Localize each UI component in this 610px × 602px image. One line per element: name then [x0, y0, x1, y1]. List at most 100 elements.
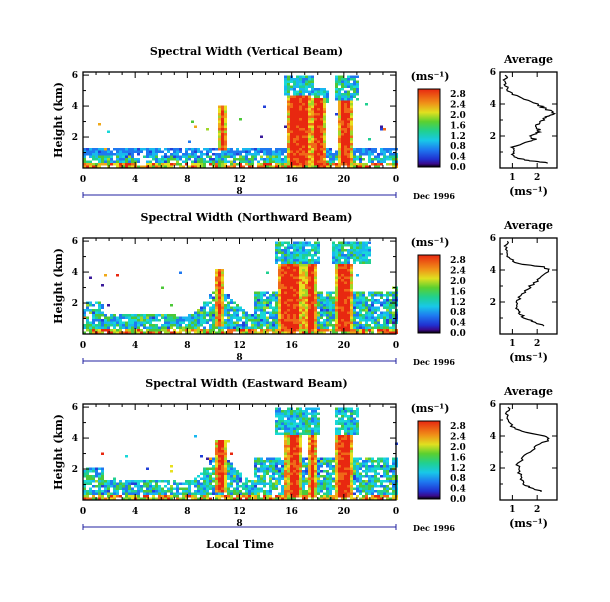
colorbar-tick-label: 0.4: [450, 319, 466, 329]
heatmap-cells: [83, 76, 398, 169]
average-x-label: (ms⁻¹): [509, 351, 548, 364]
x-tick-label: 0: [80, 341, 86, 351]
day-label: 8: [236, 353, 242, 363]
average-y-tick-label: 4: [490, 432, 496, 442]
colorbar-tick-label: 2.0: [450, 443, 466, 453]
x-tick-label: 16: [285, 341, 298, 351]
average-y-tick-label: 2: [490, 132, 496, 142]
y-tick-label: 4: [72, 102, 78, 112]
colorbar-tick-label: 1.2: [450, 298, 466, 308]
y-tick-label: 4: [72, 268, 78, 278]
colorbar-tick-label: 0.4: [450, 485, 466, 495]
x-tick-label: 16: [285, 507, 298, 517]
x-tick-label: 8: [184, 175, 190, 185]
colorbar-tick-label: 0.4: [450, 153, 466, 163]
panel-3: Spectral Width (Eastward Beam) 2 4 6 Height …: [52, 377, 557, 533]
panel-2: Spectral Width (Northward Beam)246Height…: [52, 211, 557, 367]
y-tick-label: 6: [72, 237, 78, 247]
average-y-tick-label: 6: [490, 234, 496, 244]
average-title: Average: [503, 385, 553, 398]
x-tick-label: 4: [132, 507, 138, 517]
average-x-tick-label: 2: [534, 505, 540, 515]
y-tick-label: 2: [72, 133, 78, 143]
colorbar-tick-label: 0.8: [450, 142, 466, 152]
y-tick-label: 4: [72, 434, 78, 444]
average-frame: [500, 72, 557, 168]
y-tick-label: 6: [72, 71, 78, 81]
colorbar-tick-label: 2.4: [450, 433, 466, 443]
y-tick-label: 2: [72, 299, 78, 309]
date-label: Dec 1996: [413, 357, 455, 367]
heatmap-cells: [83, 408, 398, 501]
colorbar-tick-label: 2.8: [450, 422, 466, 432]
colorbar-tick-label: 2.0: [450, 277, 466, 287]
panel-title: Spectral Width (Northward Beam): [141, 211, 353, 224]
average-x-tick-label: 1: [509, 339, 515, 349]
colorbar-tick-label: 2.8: [450, 256, 466, 266]
y-axis-label: Height (km): [52, 414, 65, 490]
average-y-tick-label: 6: [490, 400, 496, 410]
average-x-tick-label: 1: [509, 505, 515, 515]
average-x-tick-label: 1: [509, 173, 515, 183]
x-axis-label: Local Time: [206, 538, 274, 551]
colorbar-tick-label: 2.4: [450, 267, 466, 277]
x-tick-label: 0: [393, 341, 399, 351]
average-x-label: (ms⁻¹): [509, 517, 548, 530]
average-title: Average: [503, 219, 553, 232]
y-tick-label: 6: [72, 403, 78, 413]
panels: Spectral Width (Vertical Beam) 2 4 6 Height …: [52, 45, 557, 533]
y-tick-label: 2: [72, 465, 78, 475]
x-tick-label: 20: [338, 175, 351, 185]
average-y-tick-label: 4: [490, 100, 496, 110]
x-tick-label: 20: [338, 507, 351, 517]
colorbar-tick-label: 1.6: [450, 287, 466, 297]
day-label: 8: [236, 519, 242, 529]
colorbar-tick-label: 1.6: [450, 121, 466, 131]
x-tick-label: 0: [393, 175, 399, 185]
colorbar: [418, 89, 440, 167]
colorbar: [418, 421, 440, 499]
colorbar-tick-label: 2.4: [450, 101, 466, 111]
x-tick-label: 4: [132, 341, 138, 351]
x-tick-label: 12: [233, 175, 246, 185]
colorbar-unit: (ms⁻¹): [411, 70, 450, 83]
colorbar-tick-label: 2.0: [450, 111, 466, 121]
panel-title: Spectral Width (Eastward Beam): [145, 377, 347, 390]
colorbar: [418, 255, 440, 333]
colorbar-tick-label: 0.0: [450, 163, 466, 173]
x-tick-label: 4: [132, 175, 138, 185]
day-label: 8: [236, 187, 242, 197]
panel-1: Spectral Width (Vertical Beam) 2 4 6 Height …: [52, 45, 557, 201]
average-x-tick-label: 2: [534, 339, 540, 349]
x-tick-label: 12: [233, 341, 246, 351]
colorbar-tick-label: 0.0: [450, 329, 466, 339]
colorbar-tick-label: 1.2: [450, 132, 466, 142]
average-y-tick-label: 2: [490, 298, 496, 308]
average-x-label: (ms⁻¹): [509, 185, 548, 198]
colorbar-tick-label: 0.8: [450, 308, 466, 318]
average-y-tick-label: 4: [490, 266, 496, 276]
x-tick-label: 16: [285, 175, 298, 185]
y-axis-label: Height (km): [52, 82, 65, 158]
colorbar-tick-label: 1.2: [450, 464, 466, 474]
average-title: Average: [503, 53, 553, 66]
colorbar-tick-label: 2.8: [450, 90, 466, 100]
x-tick-label: 8: [184, 507, 190, 517]
date-label: Dec 1996: [413, 191, 455, 201]
panel-title: Spectral Width (Vertical Beam): [150, 45, 343, 58]
average-frame: [500, 404, 557, 500]
colorbar-tick-label: 0.8: [450, 474, 466, 484]
average-y-tick-label: 2: [490, 464, 496, 474]
date-label: Dec 1996: [413, 523, 455, 533]
colorbar-tick-label: 1.6: [450, 453, 466, 463]
x-tick-label: 0: [80, 175, 86, 185]
average-y-tick-label: 6: [490, 68, 496, 78]
average-profile-line: [503, 75, 554, 163]
colorbar-unit: (ms⁻¹): [411, 236, 450, 249]
average-x-tick-label: 2: [534, 173, 540, 183]
x-tick-label: 20: [338, 341, 351, 351]
colorbar-tick-label: 0.0: [450, 495, 466, 505]
average-profile-line: [506, 407, 549, 492]
